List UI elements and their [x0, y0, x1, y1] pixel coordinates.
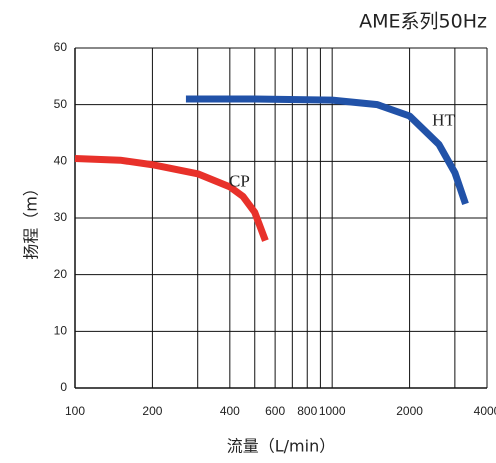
x-tick-label: 400: [220, 404, 240, 418]
y-tick-label: 10: [54, 324, 68, 338]
y-tick-label: 40: [54, 154, 68, 168]
x-tick-label: 4000: [474, 404, 496, 418]
y-tick-label: 50: [54, 97, 68, 111]
x-tick-label: 600: [265, 404, 285, 418]
x-tick-label: 1000: [319, 404, 346, 418]
x-tick-label: 200: [142, 404, 162, 418]
x-axis-label: 流量（L/min）: [227, 437, 335, 456]
x-tick-label: 2000: [396, 404, 423, 418]
chart-title: AME系列50Hz: [359, 11, 487, 33]
y-tick-label: 0: [60, 380, 67, 394]
y-tick-label: 30: [54, 210, 68, 224]
x-tick-label: 100: [65, 404, 85, 418]
y-tick-label: 20: [54, 267, 68, 281]
line-series: [74, 155, 269, 242]
y-axis-label: 扬程（m）: [22, 180, 41, 260]
y-tick-label: 60: [54, 40, 68, 54]
x-tick-label: 800: [297, 404, 317, 418]
series-label: CP: [229, 172, 250, 191]
line-series: [185, 95, 469, 205]
series-label: HT: [432, 111, 455, 130]
